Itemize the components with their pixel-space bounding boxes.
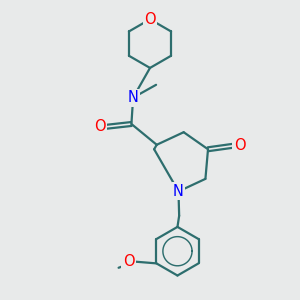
Text: O: O (94, 119, 106, 134)
Text: O: O (144, 12, 156, 27)
Text: N: N (173, 184, 184, 199)
Text: O: O (234, 138, 246, 153)
Text: O: O (123, 254, 134, 268)
Text: N: N (128, 90, 139, 105)
